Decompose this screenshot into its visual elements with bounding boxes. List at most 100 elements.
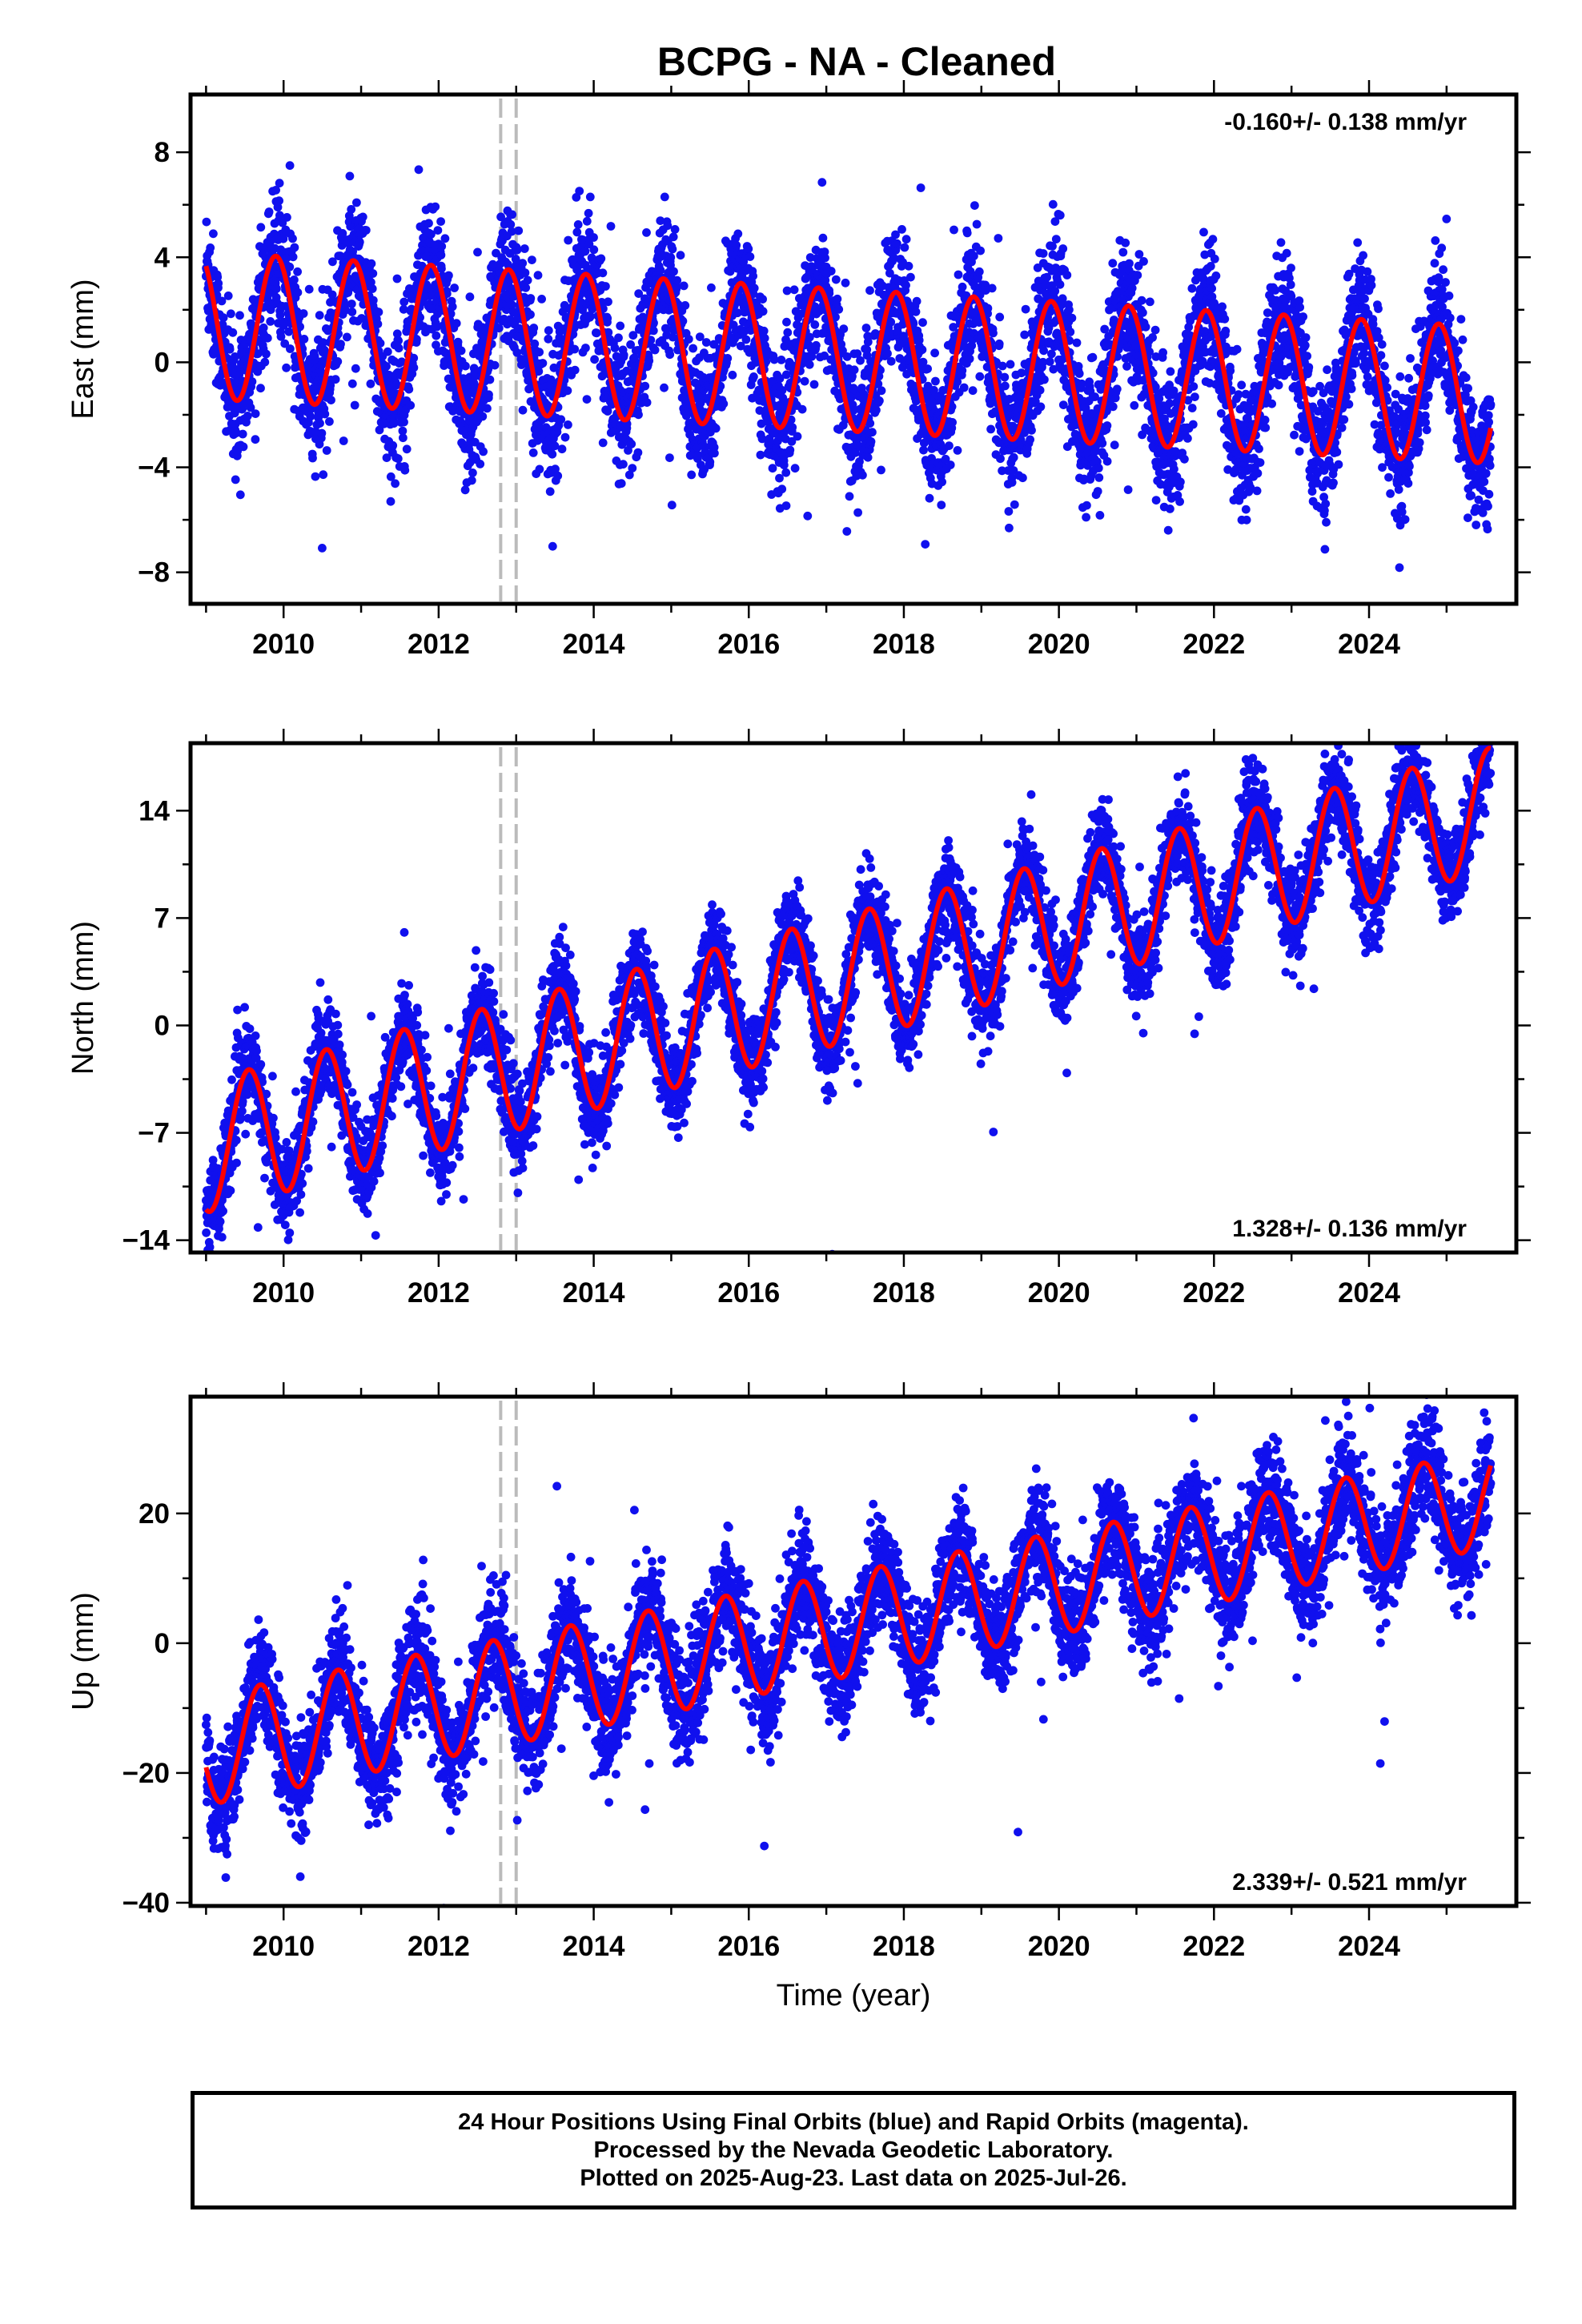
data-point (1138, 308, 1147, 317)
data-point (1206, 262, 1215, 271)
data-point (414, 165, 424, 175)
data-point (275, 196, 283, 206)
data-point (275, 211, 284, 220)
data-point (1146, 297, 1154, 307)
data-point (347, 379, 357, 388)
data-point (247, 377, 257, 386)
data-point (456, 346, 466, 356)
data-point (689, 344, 697, 353)
data-point (1187, 404, 1197, 412)
data-point (1062, 271, 1072, 279)
data-point (453, 337, 463, 347)
data-point (450, 283, 459, 292)
data-point (452, 319, 461, 328)
data-point (958, 366, 967, 375)
data-point (660, 383, 669, 392)
data-point (839, 324, 849, 333)
data-point (578, 235, 588, 245)
data-point (319, 470, 328, 480)
data-point (216, 377, 226, 387)
data-point (782, 317, 791, 327)
data-point (707, 283, 716, 292)
data-point (214, 279, 223, 288)
data-point (1035, 385, 1045, 395)
data-point (530, 339, 540, 348)
data-point (320, 409, 330, 419)
data-point (432, 331, 441, 340)
data-point (560, 432, 570, 442)
data-point (861, 324, 871, 332)
data-point (550, 441, 560, 451)
data-point (275, 179, 284, 188)
data-point (953, 446, 962, 455)
data-point (817, 178, 827, 187)
data-point (872, 405, 881, 415)
data-point (1009, 619, 1018, 628)
data-point (339, 436, 348, 445)
data-point (518, 259, 528, 267)
data-point (328, 257, 337, 267)
data-point (293, 267, 302, 276)
data-point (382, 362, 391, 371)
data-point (710, 448, 719, 458)
data-point (916, 183, 926, 192)
data-point (1130, 400, 1139, 410)
data-point (340, 306, 350, 315)
data-point (812, 340, 821, 350)
data-point (863, 452, 873, 462)
data-point (831, 275, 841, 284)
data-point (433, 226, 443, 235)
data-point (347, 300, 356, 308)
data-point (350, 400, 359, 410)
data-point (793, 432, 802, 441)
data-point (389, 419, 399, 428)
data-point (327, 290, 337, 300)
data-point (1141, 322, 1150, 332)
data-point (614, 333, 623, 343)
data-point (548, 449, 557, 459)
data-point (790, 464, 800, 473)
data-point (877, 465, 885, 475)
data-point (367, 259, 376, 268)
data-point (911, 307, 921, 316)
data-point (1020, 330, 1030, 340)
data-point (468, 468, 477, 477)
data-point (315, 311, 324, 320)
data-point (484, 390, 493, 400)
data-point (821, 253, 829, 263)
data-point (1095, 511, 1105, 520)
data-point (826, 267, 836, 275)
panel-0: 2010 2012 2014 2016 2018 2020 2022 2024−8−4048E… (66, 80, 1531, 660)
data-point (496, 212, 505, 222)
data-point (209, 229, 218, 239)
data-point (343, 332, 351, 342)
data-point (436, 251, 446, 259)
data-point (264, 207, 274, 216)
data-point (1210, 254, 1219, 263)
data-point (461, 361, 470, 371)
data-point (460, 485, 470, 495)
data-point (367, 284, 377, 293)
data-point (432, 322, 442, 332)
data-point (906, 272, 915, 282)
data-point (856, 356, 865, 365)
data-point (1027, 425, 1036, 435)
data-point (603, 407, 612, 416)
data-point (367, 278, 375, 287)
data-point (842, 527, 852, 536)
data-point (642, 228, 651, 237)
data-point (1018, 473, 1027, 483)
data-point (409, 363, 419, 372)
data-point (958, 282, 967, 292)
data-point (1036, 402, 1046, 412)
data-point (556, 415, 566, 424)
data-point (803, 511, 813, 521)
data-point (299, 335, 309, 344)
data-point (231, 352, 239, 361)
data-point (327, 396, 335, 404)
data-point (1058, 244, 1068, 253)
data-point (549, 363, 559, 372)
data-point (1158, 348, 1167, 357)
data-point (998, 361, 1007, 371)
data-point (404, 384, 414, 394)
